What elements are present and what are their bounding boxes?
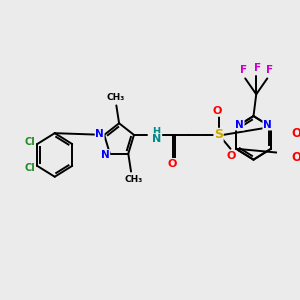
Text: O: O	[168, 159, 177, 169]
Text: N: N	[101, 150, 110, 160]
Text: CH₃: CH₃	[106, 93, 124, 102]
Text: O: O	[213, 106, 222, 116]
Text: N: N	[95, 129, 104, 139]
Text: O: O	[292, 151, 300, 164]
Text: F: F	[240, 65, 247, 76]
Text: N: N	[263, 120, 272, 130]
Text: F: F	[266, 65, 273, 76]
Text: H: H	[152, 127, 160, 137]
Text: O: O	[227, 151, 236, 161]
Text: CH₃: CH₃	[125, 175, 143, 184]
Text: F: F	[254, 62, 261, 73]
Text: N: N	[152, 134, 162, 144]
Text: Cl: Cl	[25, 137, 35, 147]
Text: S: S	[214, 128, 223, 141]
Text: N: N	[235, 120, 244, 130]
Text: O: O	[292, 128, 300, 140]
Text: Cl: Cl	[25, 163, 35, 173]
